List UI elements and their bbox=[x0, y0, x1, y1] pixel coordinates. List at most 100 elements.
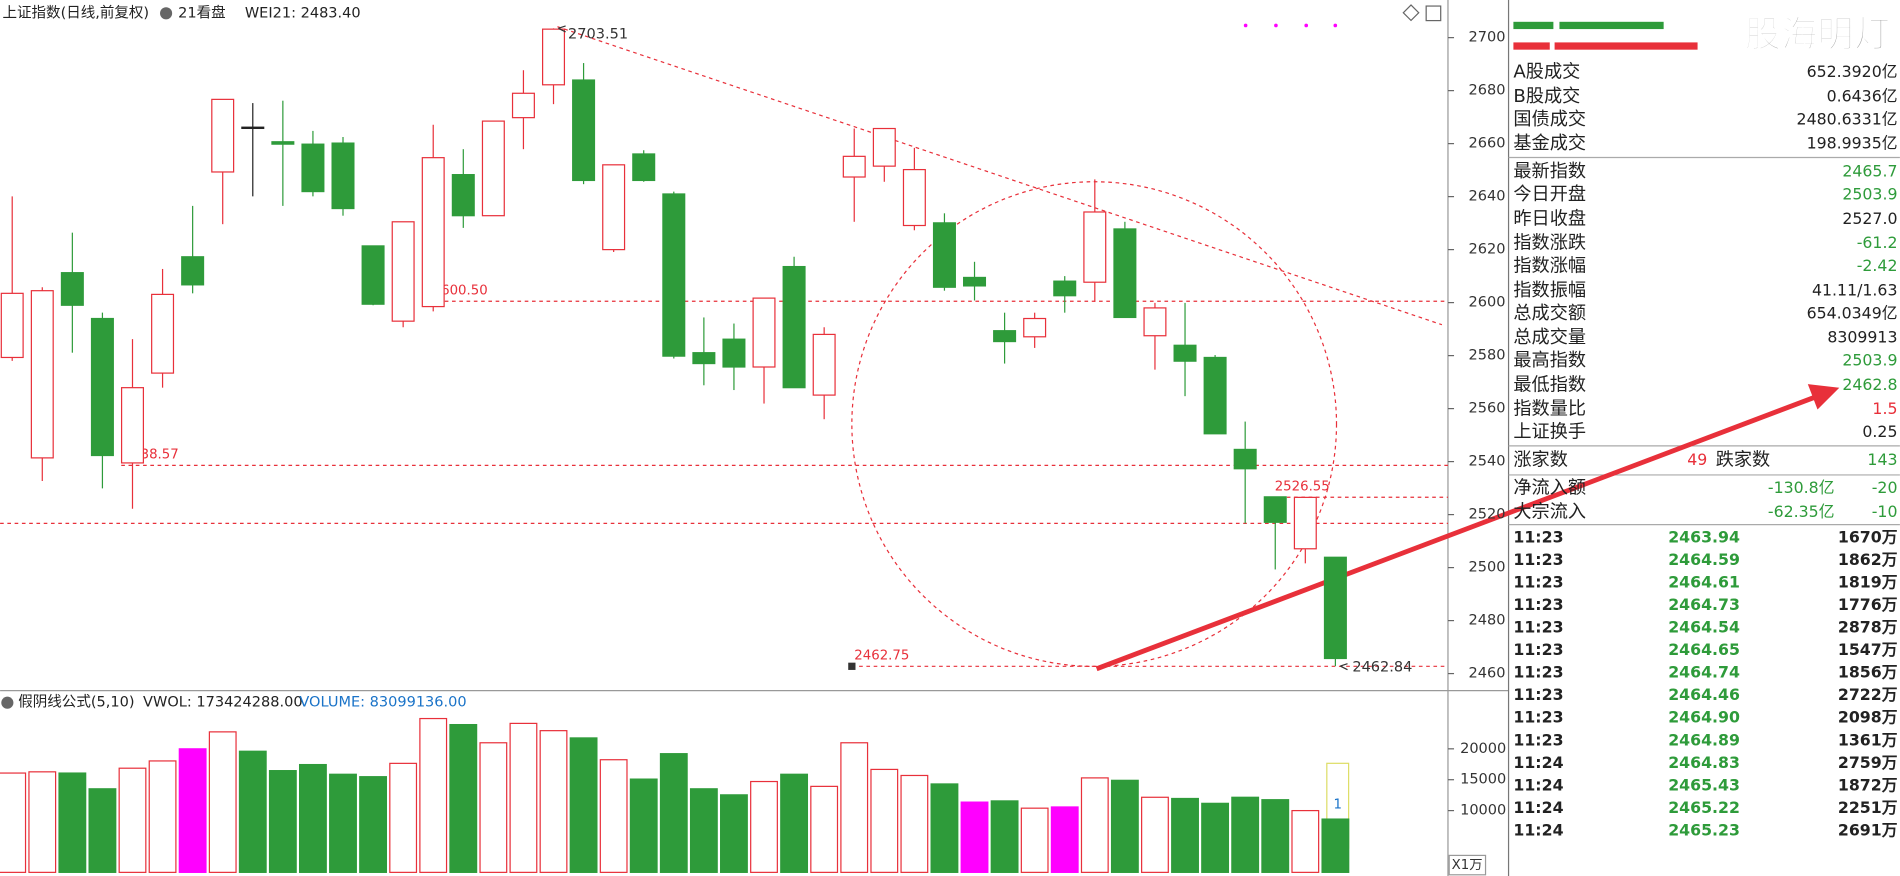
trade-volume: 2878万 bbox=[1838, 618, 1898, 637]
volume-bar bbox=[148, 760, 177, 873]
trade-price: 2465.23 bbox=[1668, 820, 1740, 839]
stat-label: 最高指数 bbox=[1513, 350, 1586, 371]
volume-bar bbox=[720, 794, 748, 873]
volume-bar bbox=[479, 742, 508, 873]
candle-body bbox=[1023, 317, 1047, 338]
y-tick-label: 2620 bbox=[1469, 242, 1506, 258]
breadth-label: 涨家数 bbox=[1513, 449, 1567, 470]
trade-volume: 1872万 bbox=[1838, 775, 1898, 794]
trade-price: 2464.83 bbox=[1668, 753, 1740, 772]
candle-body bbox=[481, 120, 505, 217]
trade-price: 2463.94 bbox=[1668, 527, 1740, 546]
volume-bar bbox=[900, 774, 929, 873]
stat-label: 总成交量 bbox=[1513, 327, 1586, 348]
volume-bar bbox=[389, 762, 418, 873]
y-tick-label: 10000 bbox=[1460, 803, 1506, 819]
watermark: 股海明灯 bbox=[1745, 12, 1890, 55]
volume-bar bbox=[58, 772, 87, 873]
volume-bar bbox=[840, 742, 869, 873]
trade-price: 2464.73 bbox=[1668, 595, 1740, 614]
flow-value: -130.8亿 bbox=[1768, 478, 1835, 497]
y-tick-label: 2460 bbox=[1469, 666, 1506, 682]
volume-bar bbox=[1321, 818, 1350, 873]
trade-time: 11:23 bbox=[1513, 685, 1563, 704]
stat-value: -61.2 bbox=[1857, 233, 1898, 252]
volume-bar bbox=[208, 731, 237, 873]
trade-time: 11:23 bbox=[1513, 730, 1563, 749]
candle-body bbox=[211, 98, 235, 173]
stat-value: 2465.7 bbox=[1842, 162, 1897, 181]
volume-bar bbox=[1050, 806, 1079, 873]
candle-body bbox=[842, 155, 866, 178]
volume-bar bbox=[28, 771, 57, 873]
y-tick-label: 15000 bbox=[1460, 772, 1506, 788]
volume-bar bbox=[960, 801, 989, 873]
volume-bar bbox=[268, 770, 297, 873]
stat-value: 2462.8 bbox=[1842, 375, 1897, 394]
trade-price: 2464.54 bbox=[1668, 618, 1740, 637]
volume-bar bbox=[0, 772, 27, 873]
stat-value: 2503.9 bbox=[1842, 351, 1897, 370]
menu-icon[interactable] bbox=[160, 7, 173, 20]
indicator-value: WEI21: 2483.40 bbox=[245, 5, 361, 21]
volume-bar bbox=[659, 753, 688, 873]
stat-value: 0.6436亿 bbox=[1827, 86, 1898, 105]
breadth-value: 143 bbox=[1867, 450, 1897, 469]
trade-time: 11:24 bbox=[1513, 775, 1563, 794]
candle-body bbox=[331, 142, 355, 210]
marker-arrow bbox=[1339, 663, 1348, 671]
stat-label: 指数涨幅 bbox=[1513, 256, 1586, 277]
level-label: 2526.55 bbox=[1275, 479, 1330, 494]
trade-time: 11:23 bbox=[1513, 573, 1563, 592]
candle-body bbox=[1263, 496, 1287, 523]
flow-value: -62.35亿 bbox=[1768, 502, 1835, 521]
volume-bar bbox=[990, 800, 1019, 873]
flow-label: 净流入额 bbox=[1513, 477, 1586, 498]
stat-value: 0.25 bbox=[1862, 422, 1897, 441]
level-label: 2462.75 bbox=[854, 648, 909, 663]
trade-time: 11:24 bbox=[1513, 798, 1563, 817]
trade-volume: 2759万 bbox=[1838, 753, 1898, 772]
window-icon[interactable] bbox=[1425, 5, 1442, 22]
menu-icon[interactable] bbox=[1, 696, 14, 709]
trade-time: 11:24 bbox=[1513, 753, 1563, 772]
ratio-bar bbox=[1559, 21, 1664, 30]
candle-body bbox=[572, 79, 596, 182]
trade-price: 2464.89 bbox=[1668, 730, 1740, 749]
trade-time: 11:23 bbox=[1513, 708, 1563, 727]
volume-current: VOLUME: 83099136.00 bbox=[299, 695, 466, 711]
y-tick-label: 2540 bbox=[1469, 454, 1506, 470]
trade-volume: 1776万 bbox=[1838, 595, 1898, 614]
breadth-value: 49 bbox=[1687, 450, 1707, 469]
flow-extra: -20 bbox=[1872, 478, 1898, 497]
stat-value: 652.3920亿 bbox=[1807, 62, 1898, 81]
candle-body bbox=[1083, 211, 1107, 283]
volume-bar bbox=[1080, 777, 1109, 873]
volume-bar bbox=[298, 763, 327, 873]
candle-body bbox=[602, 164, 626, 251]
volume-bar bbox=[1110, 779, 1139, 873]
candle-body bbox=[301, 143, 325, 193]
candle-body bbox=[1173, 344, 1197, 362]
candle-body bbox=[1293, 496, 1317, 550]
y-tick-label: 2480 bbox=[1469, 613, 1506, 629]
y-tick-label: 2520 bbox=[1469, 507, 1506, 523]
candle-body bbox=[151, 293, 175, 374]
stat-label: 指数振幅 bbox=[1513, 280, 1586, 301]
stat-value: -2.42 bbox=[1857, 256, 1898, 275]
volume-bar bbox=[539, 730, 568, 873]
stat-value: 41.11/1.63 bbox=[1812, 280, 1897, 299]
candle-body bbox=[1203, 356, 1227, 435]
volume-bar bbox=[419, 717, 448, 873]
candle-body bbox=[120, 387, 145, 464]
candle-body bbox=[1143, 307, 1167, 337]
y-tick-label: 2700 bbox=[1469, 30, 1506, 46]
volume-bar bbox=[1231, 796, 1260, 873]
candle-body bbox=[963, 276, 987, 287]
y-tick-label: 2660 bbox=[1469, 136, 1506, 152]
stat-label: 今日开盘 bbox=[1513, 184, 1586, 205]
candle-body bbox=[181, 256, 205, 286]
diamond-icon[interactable] bbox=[1402, 4, 1420, 22]
